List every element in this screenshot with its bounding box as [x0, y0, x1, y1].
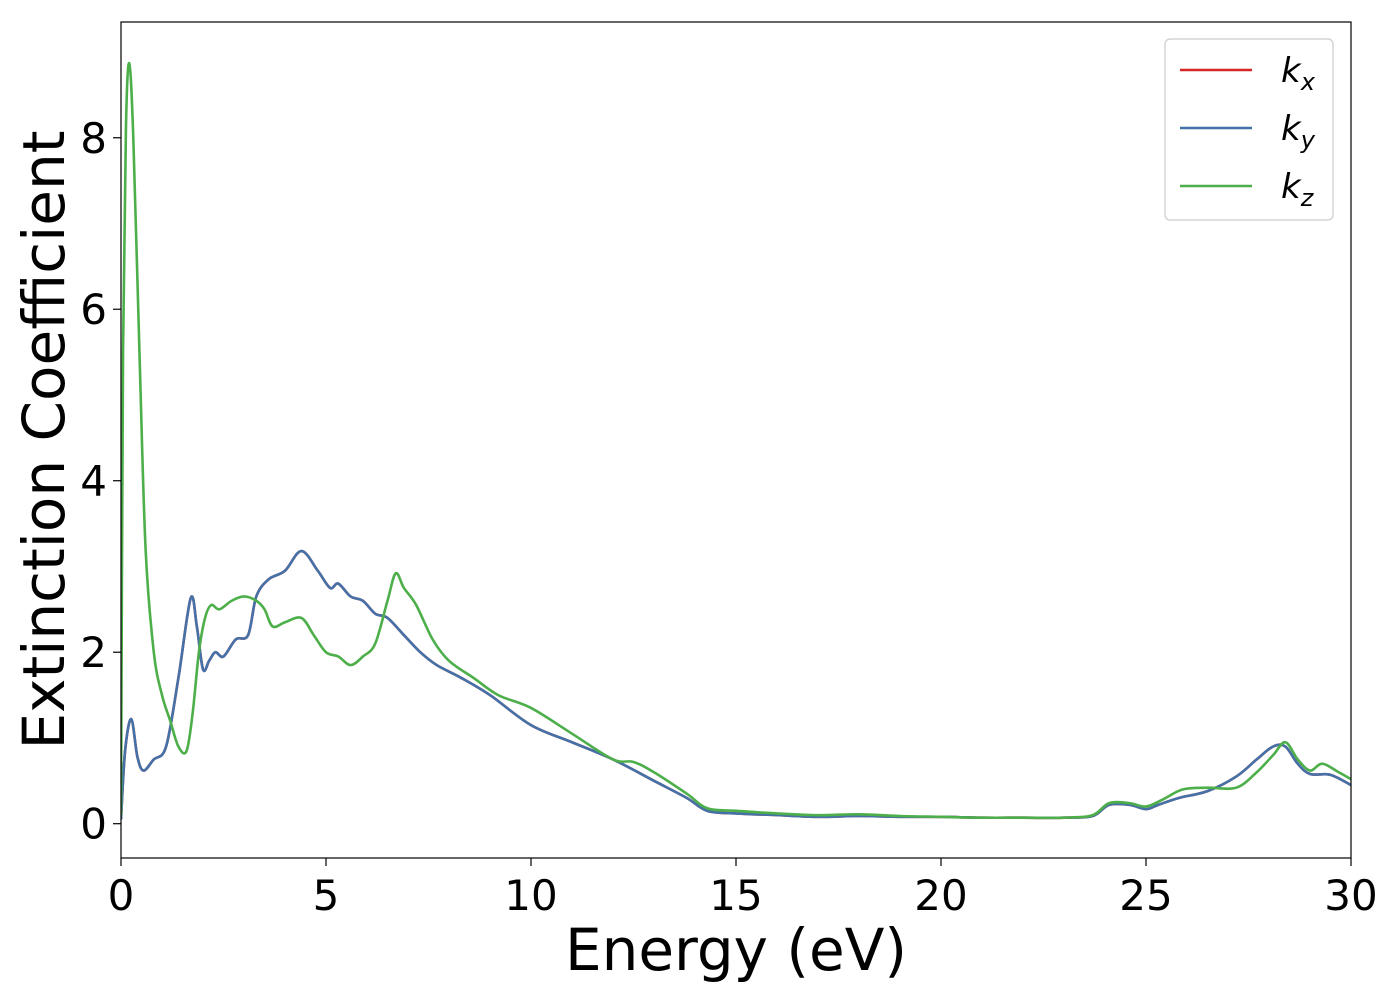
legend: kx ky kz [1164, 38, 1334, 221]
y-tick-label: 2 [80, 628, 107, 677]
x-tick-label: 5 [313, 871, 340, 920]
plot-area [121, 22, 1351, 858]
series-line-y [121, 549, 1351, 820]
legend-label-z: kz [1281, 167, 1315, 212]
x-tick-label: 25 [1119, 871, 1172, 920]
y-tick-label: 4 [80, 457, 107, 506]
series-layer [121, 61, 1351, 820]
legend-label-y: ky [1281, 109, 1316, 154]
x-axis-title: Energy (eV) [565, 916, 907, 984]
y-axis-title: Extinction Coefficient [10, 131, 78, 750]
x-tick-label: 15 [709, 871, 762, 920]
y-tick-label: 6 [80, 285, 107, 334]
x-tick-label: 0 [108, 871, 135, 920]
y-tick-label: 0 [80, 800, 107, 849]
series-line-z [121, 61, 1351, 820]
x-tick-label: 10 [504, 871, 557, 920]
x-axis: 0 5 10 15 20 25 30 [108, 858, 1378, 920]
legend-box [1164, 38, 1334, 221]
legend-label-x: kx [1281, 51, 1316, 96]
y-tick-label: 8 [80, 114, 107, 163]
x-tick-label: 30 [1324, 871, 1377, 920]
x-tick-label: 20 [914, 871, 967, 920]
y-axis: 0 2 4 6 8 [80, 114, 121, 849]
